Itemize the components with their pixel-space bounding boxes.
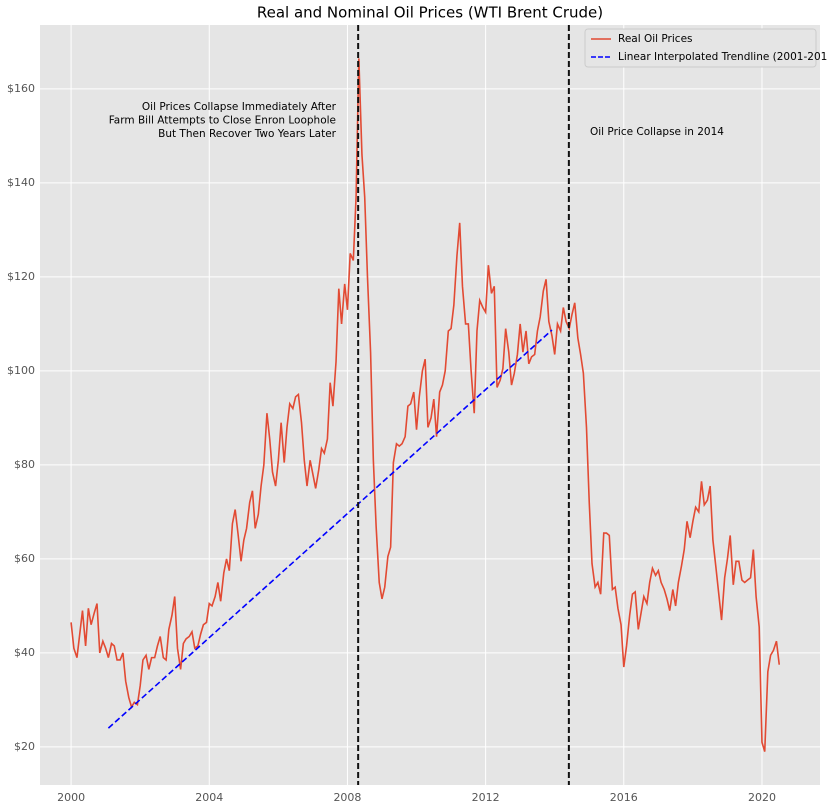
- x-tick-label: 2004: [195, 791, 223, 804]
- x-tick-label: 2016: [610, 791, 638, 804]
- y-tick-label: $60: [14, 552, 35, 565]
- annotation: Oil Price Collapse in 2014: [590, 126, 724, 138]
- series-line: [107, 329, 553, 729]
- y-tick-label: $100: [7, 364, 35, 377]
- legend-label: Linear Interpolated Trendline (2001-2014…: [618, 51, 827, 63]
- legend-label: Real Oil Prices: [618, 33, 693, 45]
- annotations: Oil Prices Collapse Immediately After Far…: [109, 101, 725, 140]
- y-tick-label: $80: [14, 458, 35, 471]
- y-tick-label: $140: [7, 176, 35, 189]
- annotation: But Then Recover Two Years Later: [158, 128, 337, 140]
- annotation: Oil Prices Collapse Immediately After: [142, 101, 337, 113]
- y-tick-label: $20: [14, 740, 35, 753]
- x-tick-label: 2008: [333, 791, 361, 804]
- legend: Real Oil Prices Linear Interpolated Trend…: [584, 28, 827, 68]
- x-tick-label: 2000: [57, 791, 85, 804]
- plot-area: [40, 25, 820, 785]
- legend-box: [584, 28, 817, 68]
- x-tick-label: 2012: [472, 791, 500, 804]
- chart-title: Real and Nominal Oil Prices (WTI Brent C…: [257, 4, 603, 22]
- series-line: [70, 58, 781, 752]
- annotation: Farm Bill Attempts to Close Enron Loopho…: [109, 115, 336, 127]
- y-tick-label: $40: [14, 646, 35, 659]
- y-tick-label: $160: [7, 82, 35, 95]
- y-tick-label: $120: [7, 270, 35, 283]
- x-tick-label: 2020: [748, 791, 776, 804]
- marks: [70, 25, 781, 785]
